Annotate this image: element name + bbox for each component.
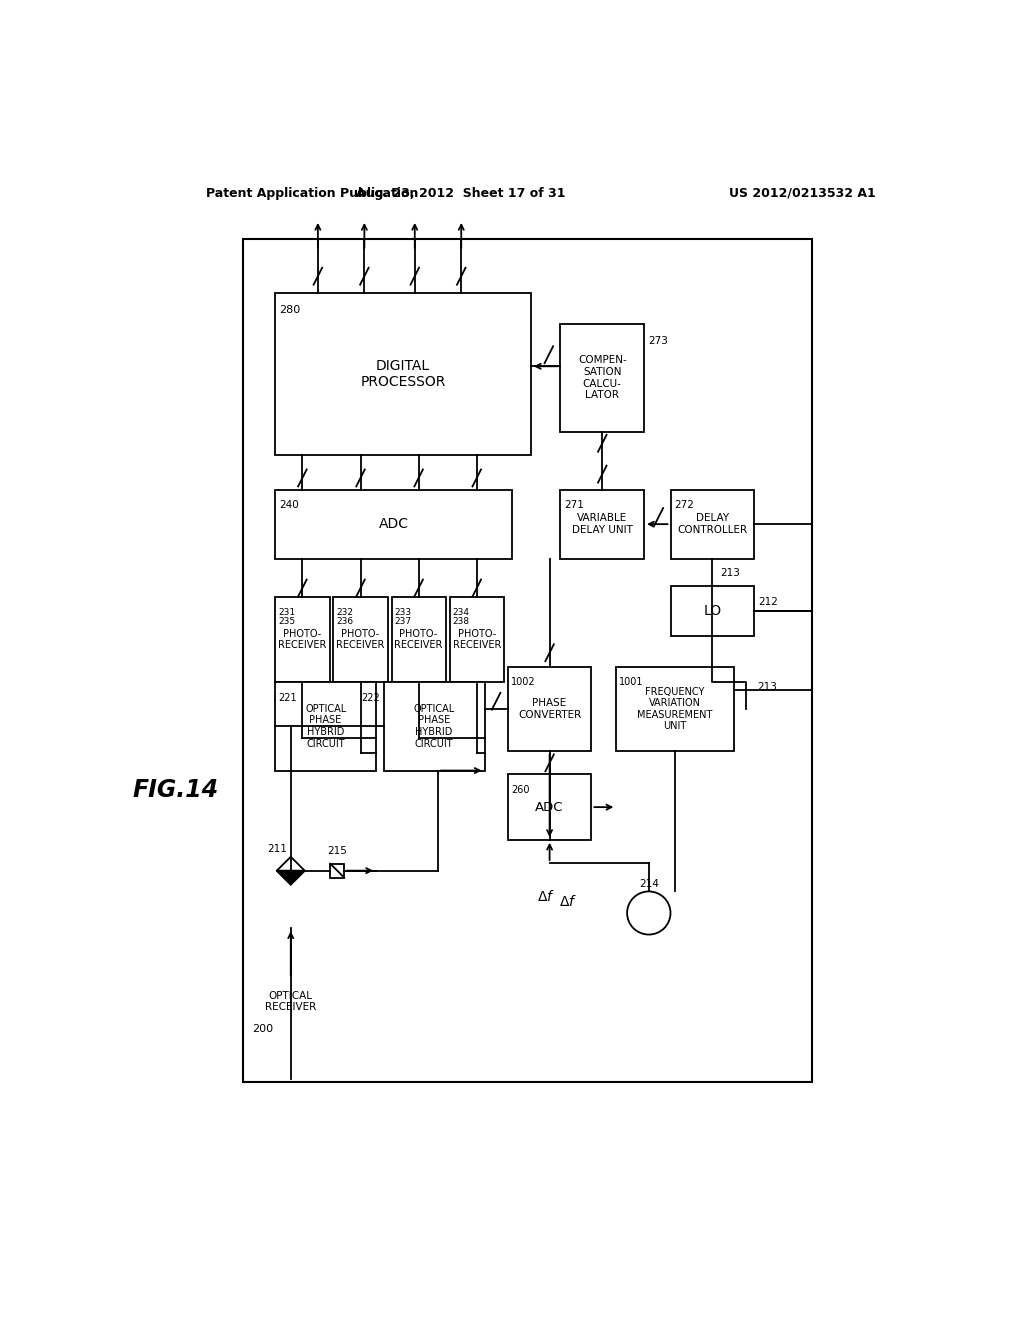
Text: 232: 232: [337, 609, 353, 616]
Bar: [671, 490, 755, 558]
Text: 237: 237: [394, 618, 412, 626]
Text: PHASE
CONVERTER: PHASE CONVERTER: [518, 698, 582, 719]
Bar: [508, 775, 592, 840]
Bar: [560, 323, 644, 432]
Bar: [450, 597, 504, 682]
Bar: [384, 682, 484, 771]
Text: OPTICAL
PHASE
HYBRID
CIRCUIT: OPTICAL PHASE HYBRID CIRCUIT: [414, 704, 455, 748]
Text: 271: 271: [564, 500, 585, 511]
Text: PHOTO-
RECEIVER: PHOTO- RECEIVER: [336, 628, 385, 651]
Text: 215: 215: [328, 846, 347, 855]
Bar: [391, 597, 445, 682]
Bar: [275, 490, 512, 558]
Text: 273: 273: [648, 337, 668, 346]
Text: PHOTO-
RECEIVER: PHOTO- RECEIVER: [279, 628, 327, 651]
Text: 1002: 1002: [511, 677, 536, 688]
Text: 240: 240: [280, 500, 299, 511]
Polygon shape: [276, 871, 305, 884]
Text: PHOTO-
RECEIVER: PHOTO- RECEIVER: [453, 628, 501, 651]
Bar: [334, 597, 388, 682]
Bar: [275, 597, 330, 682]
Text: 233: 233: [394, 609, 412, 616]
Text: 213: 213: [758, 682, 777, 692]
Text: OPTICAL
PHASE
HYBRID
CIRCUIT: OPTICAL PHASE HYBRID CIRCUIT: [305, 704, 346, 748]
Text: 235: 235: [279, 618, 296, 626]
Polygon shape: [276, 857, 305, 884]
Text: $\Delta f$: $\Delta f$: [538, 888, 556, 904]
Text: 211: 211: [267, 843, 287, 854]
Text: FIG.14: FIG.14: [133, 777, 219, 801]
Bar: [275, 293, 531, 455]
Text: 222: 222: [361, 693, 380, 702]
Text: DELAY
CONTROLLER: DELAY CONTROLLER: [677, 513, 748, 535]
Text: 214: 214: [639, 879, 658, 888]
Text: COMPEN-
SATION
CALCU-
LATOR: COMPEN- SATION CALCU- LATOR: [578, 355, 627, 400]
Text: 212: 212: [758, 597, 778, 606]
Text: VARIABLE
DELAY UNIT: VARIABLE DELAY UNIT: [571, 513, 633, 535]
Text: DIGITAL
PROCESSOR: DIGITAL PROCESSOR: [360, 359, 445, 389]
Text: 260: 260: [511, 785, 529, 795]
Text: 200: 200: [252, 1023, 273, 1034]
Text: 272: 272: [675, 500, 694, 511]
Text: OPTICAL
RECEIVER: OPTICAL RECEIVER: [265, 991, 316, 1012]
Text: LO: LO: [703, 603, 722, 618]
Text: 236: 236: [337, 618, 353, 626]
Bar: [560, 490, 644, 558]
Bar: [616, 667, 734, 751]
Text: 1001: 1001: [620, 677, 644, 688]
Text: 234: 234: [453, 609, 470, 616]
Text: Patent Application Publication: Patent Application Publication: [206, 186, 418, 199]
Bar: [671, 586, 755, 636]
Bar: [331, 863, 344, 878]
Text: US 2012/0213532 A1: US 2012/0213532 A1: [729, 186, 876, 199]
Text: 238: 238: [453, 618, 470, 626]
Text: 213: 213: [720, 568, 740, 578]
Text: 221: 221: [279, 693, 297, 702]
Text: 280: 280: [280, 305, 300, 315]
Bar: [243, 239, 812, 1082]
Text: ADC: ADC: [379, 517, 409, 531]
Text: PHOTO-
RECEIVER: PHOTO- RECEIVER: [394, 628, 442, 651]
Text: Aug. 23, 2012  Sheet 17 of 31: Aug. 23, 2012 Sheet 17 of 31: [356, 186, 566, 199]
Text: 231: 231: [279, 609, 296, 616]
Bar: [508, 667, 592, 751]
Text: FREQUENCY
VARIATION
MEASUREMENT
UNIT: FREQUENCY VARIATION MEASUREMENT UNIT: [638, 686, 713, 731]
Text: $\Delta f$: $\Delta f$: [559, 894, 578, 909]
Text: ADC: ADC: [536, 801, 564, 813]
Bar: [275, 682, 376, 771]
